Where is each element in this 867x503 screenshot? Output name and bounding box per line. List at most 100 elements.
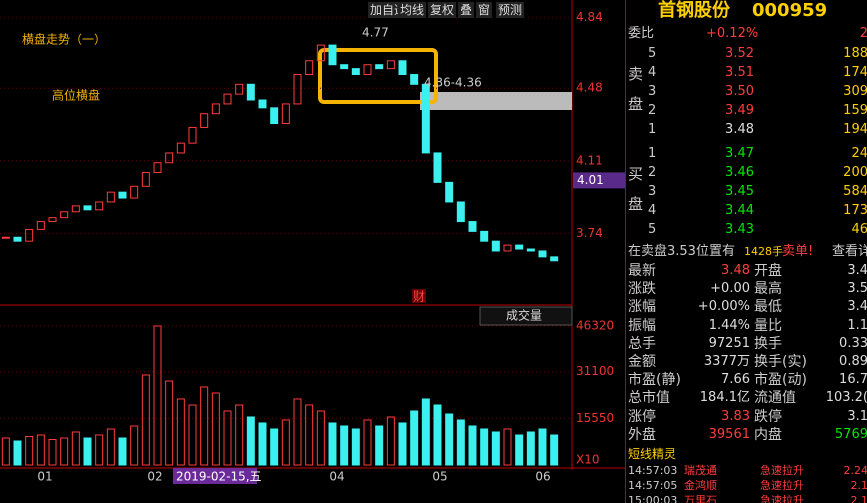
stat-label: 跌停	[754, 408, 782, 425]
stat-value: 0.33	[839, 335, 867, 351]
candle	[316, 44, 325, 62]
stat-label: 内盘	[754, 426, 782, 443]
level: 2	[648, 103, 657, 118]
elf-item: 急速拉升	[760, 464, 804, 477]
notice: 1428手	[744, 245, 783, 258]
stat-label: 开盘	[754, 263, 782, 279]
volume-bar	[445, 413, 454, 466]
volume-bar	[398, 422, 407, 466]
stat-value: 3.48	[721, 263, 750, 278]
side-label: 卖	[628, 65, 644, 83]
candle	[468, 221, 477, 232]
toolbar-button[interactable]: 叠	[458, 2, 475, 18]
toolbar-button[interactable]: 复权	[428, 2, 457, 18]
candle	[71, 205, 80, 213]
volume-bar	[305, 404, 314, 466]
volume-tick-label: 46320	[576, 319, 614, 333]
toolbar-button[interactable]: 均线	[398, 2, 427, 18]
toolbar-button[interactable]: 窗	[476, 2, 493, 18]
candle	[211, 103, 220, 115]
stat-value: 97251	[708, 335, 750, 351]
volume-bar	[270, 428, 279, 466]
candle	[480, 230, 489, 242]
candle	[130, 185, 139, 199]
candle	[188, 126, 197, 144]
volume-bar	[538, 428, 547, 466]
candle	[515, 244, 524, 250]
ratio-label: 委比	[628, 26, 655, 41]
current-price-label: 4.01	[577, 173, 604, 187]
volume: 46	[851, 222, 867, 237]
volume-tab	[479, 306, 573, 326]
stat-label: 最低	[754, 299, 782, 316]
candle	[223, 93, 232, 105]
volume-bar	[433, 404, 442, 466]
candle	[176, 142, 185, 154]
stat-label: 市盈(静)	[628, 372, 681, 389]
stat-value: 3.83	[721, 408, 750, 424]
stat-value: 39561	[708, 426, 750, 442]
y-tick-label: 4.84	[576, 10, 603, 24]
volume: 159	[843, 103, 867, 118]
volume-bar	[83, 437, 92, 466]
volume-bar	[235, 404, 244, 466]
volume-bar	[153, 325, 162, 466]
price: 3.44	[725, 203, 754, 218]
elf-item: 2.1	[850, 494, 867, 503]
volume: 194	[843, 122, 867, 137]
side-label: 盘	[628, 95, 644, 113]
stat-value: +0.00	[710, 281, 750, 297]
candle	[153, 162, 162, 174]
current-price-box	[573, 172, 625, 189]
candle	[491, 240, 500, 252]
price: 3.46	[725, 165, 754, 180]
elf-title: 短线精灵	[628, 447, 677, 461]
stat-label: 总手	[628, 335, 656, 352]
stat-label: 振幅	[628, 317, 656, 334]
volume-bar	[95, 434, 104, 466]
volume-bar	[293, 398, 302, 466]
volume-bar	[375, 425, 384, 466]
price: 3.45	[725, 184, 754, 199]
finance-flag: 财	[413, 290, 425, 304]
level: 5	[648, 46, 657, 61]
stat-label: 涨停	[628, 408, 656, 425]
candle	[328, 44, 337, 66]
chart: 4.84 4.48 4.11 3.74 4.01 46320 31100 15550 01 02 0…	[0, 0, 625, 484]
stat-value: 3.1	[847, 408, 867, 424]
price: 3.51	[725, 65, 754, 80]
candle	[305, 60, 314, 76]
toolbar-button[interactable]: 预测	[496, 2, 525, 18]
candle	[13, 236, 22, 242]
price: 3.43	[725, 222, 754, 237]
volume-bar	[1, 437, 10, 466]
candle	[235, 83, 244, 95]
elf-item: 万里石	[684, 494, 717, 503]
volume-unit: X10	[576, 453, 600, 467]
level: 3	[648, 184, 657, 199]
x-tick-label: 02	[147, 470, 162, 484]
stock-name: 首钢股份	[658, 0, 730, 21]
y-tick-label: 4.11	[576, 153, 603, 167]
volume-bar	[130, 425, 139, 466]
highlight-box	[318, 48, 438, 104]
volume-tick-label: 15550	[576, 411, 614, 425]
price: 3.48	[725, 122, 754, 137]
stat-value: 16.7	[839, 372, 867, 388]
volume-bar	[316, 410, 325, 466]
volume: 173	[843, 203, 867, 218]
volume-bar	[491, 431, 500, 466]
volume-label: 成交量	[506, 308, 542, 323]
notice: 查看详	[832, 244, 867, 259]
notice: 在卖盘3.53位置有	[628, 244, 735, 259]
stat-label: 量比	[754, 317, 782, 334]
volume-bar	[468, 425, 477, 466]
volume-bar	[281, 419, 290, 466]
volume-bar	[200, 386, 209, 466]
stat-value: 103.2(	[825, 390, 867, 406]
level: 3	[648, 84, 657, 99]
elf-item: 急速拉升	[760, 479, 804, 492]
volume-bar	[13, 440, 22, 466]
side-label: 盘	[628, 195, 644, 213]
